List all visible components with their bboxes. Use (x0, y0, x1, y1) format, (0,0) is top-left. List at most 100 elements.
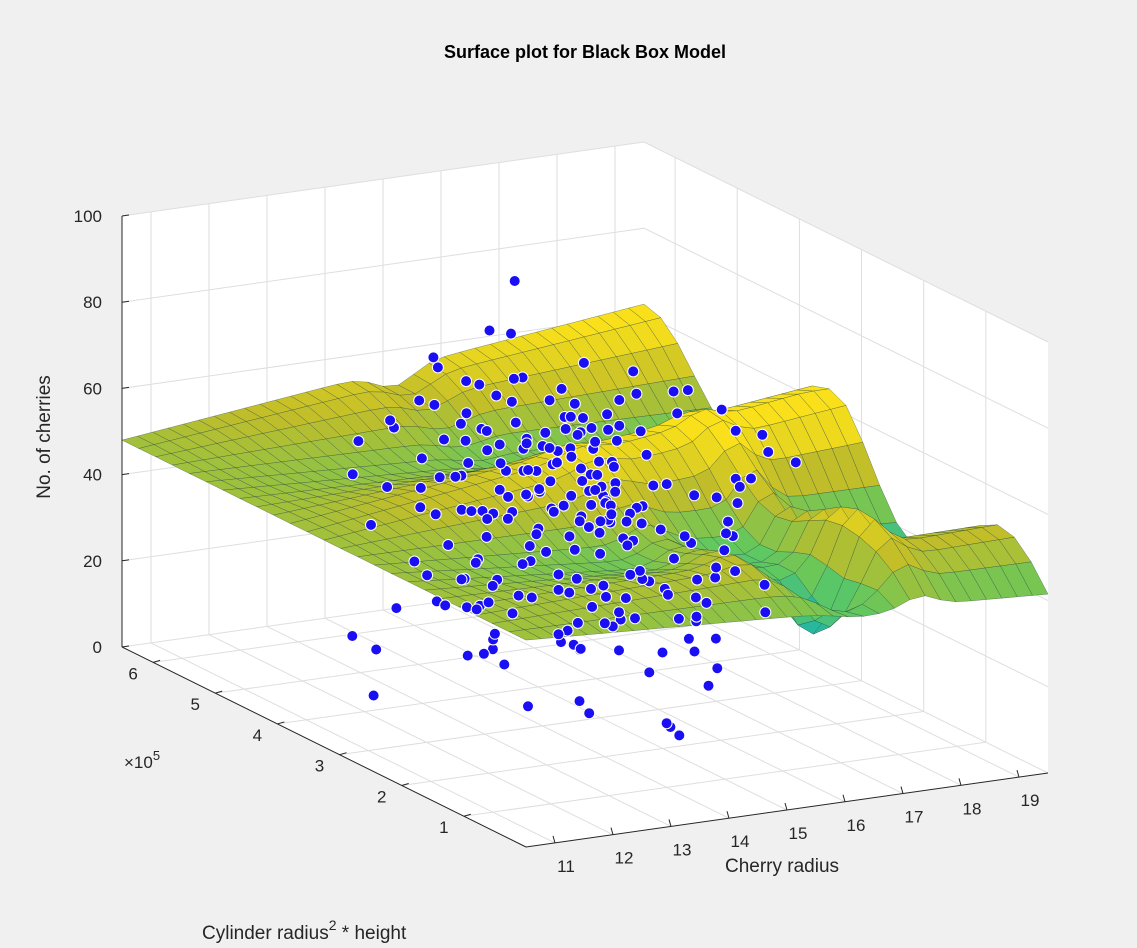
data-point (427, 351, 440, 364)
data-point (586, 600, 599, 613)
y-axis-label-tail: * height (337, 923, 407, 944)
data-point (480, 425, 493, 437)
data-point (589, 435, 602, 448)
data-point (490, 389, 503, 402)
data-point (662, 588, 674, 601)
data-point (593, 526, 606, 539)
data-point (384, 414, 397, 427)
y-tick-label: 5 (190, 695, 199, 714)
data-point (431, 361, 444, 374)
data-point (470, 603, 483, 616)
data-point (715, 403, 728, 416)
data-point (573, 695, 586, 708)
data-point (720, 527, 732, 540)
data-point (433, 471, 446, 484)
x-tick-mark (726, 811, 730, 819)
data-point (346, 468, 359, 481)
x-tick-label: 14 (731, 832, 750, 851)
x-tick-mark (842, 794, 846, 802)
data-point (702, 679, 715, 692)
data-point (460, 375, 473, 388)
data-point (789, 456, 802, 469)
data-point (689, 591, 702, 604)
data-point (505, 395, 518, 408)
data-point (620, 515, 633, 528)
x-tick-mark (668, 819, 672, 827)
y-axis-label-base: Cylinder radius (202, 923, 329, 944)
data-point (619, 592, 632, 605)
data-point (438, 433, 450, 446)
data-point (729, 565, 742, 578)
data-point (421, 569, 434, 582)
data-point (408, 555, 421, 568)
x-tick-mark (900, 786, 904, 794)
data-point (613, 419, 626, 432)
data-point (718, 544, 731, 557)
x-tick-mark (552, 835, 556, 844)
z-tick-label: 60 (83, 379, 102, 398)
data-point (673, 729, 686, 742)
data-point (621, 539, 634, 552)
data-point (481, 513, 494, 525)
data-point (573, 515, 586, 528)
data-point (488, 627, 501, 640)
data-point (461, 649, 474, 662)
data-point (643, 666, 656, 679)
data-point (762, 446, 775, 458)
z-tick-label: 80 (83, 293, 102, 312)
data-point (609, 485, 622, 498)
z-axis-label: No. of cherries (34, 375, 55, 499)
data-point (390, 602, 403, 615)
data-point (574, 642, 587, 655)
data-point (486, 579, 499, 592)
y-axis-exponent: ×105 (124, 748, 160, 772)
data-point (583, 707, 596, 720)
data-point (577, 412, 589, 424)
data-point (654, 523, 667, 536)
y-axis-line (121, 646, 527, 848)
data-point (565, 489, 578, 502)
data-point (711, 662, 724, 675)
data-point (591, 468, 604, 481)
data-point (656, 646, 669, 659)
data-point (552, 628, 565, 641)
data-point (460, 601, 473, 614)
data-point (589, 484, 602, 496)
data-point (605, 508, 618, 521)
data-point (660, 717, 673, 730)
data-point (678, 530, 691, 543)
data-point (498, 658, 511, 671)
y-tick-label: 3 (315, 757, 324, 776)
z-tick-label: 0 (93, 638, 102, 657)
data-point (691, 573, 704, 586)
data-point (671, 407, 684, 420)
data-point (533, 483, 546, 496)
data-point (501, 512, 514, 525)
data-point (672, 612, 685, 625)
data-point (455, 503, 468, 516)
data-point (607, 460, 620, 473)
z-tick-label: 20 (83, 552, 102, 571)
data-point (520, 437, 533, 450)
data-point (640, 448, 653, 461)
y-tick-mark (152, 659, 161, 663)
chart-title: Surface plot for Black Box Model (444, 42, 726, 62)
z-tick-mark (121, 386, 130, 389)
y-tick-label: 1 (439, 818, 448, 837)
data-point (600, 590, 612, 603)
data-point (660, 478, 673, 491)
x-tick-mark (958, 778, 962, 786)
data-point (483, 324, 496, 337)
data-point (594, 515, 607, 528)
y-tick-mark (339, 752, 347, 756)
data-point (624, 568, 637, 581)
data-point (352, 435, 365, 448)
data-point (681, 384, 694, 397)
data-point (733, 480, 746, 493)
data-point (547, 505, 560, 518)
data-point (508, 275, 521, 287)
data-point (509, 416, 522, 429)
data-point (559, 423, 572, 435)
data-point (557, 499, 570, 512)
x-tick-mark (610, 827, 614, 835)
